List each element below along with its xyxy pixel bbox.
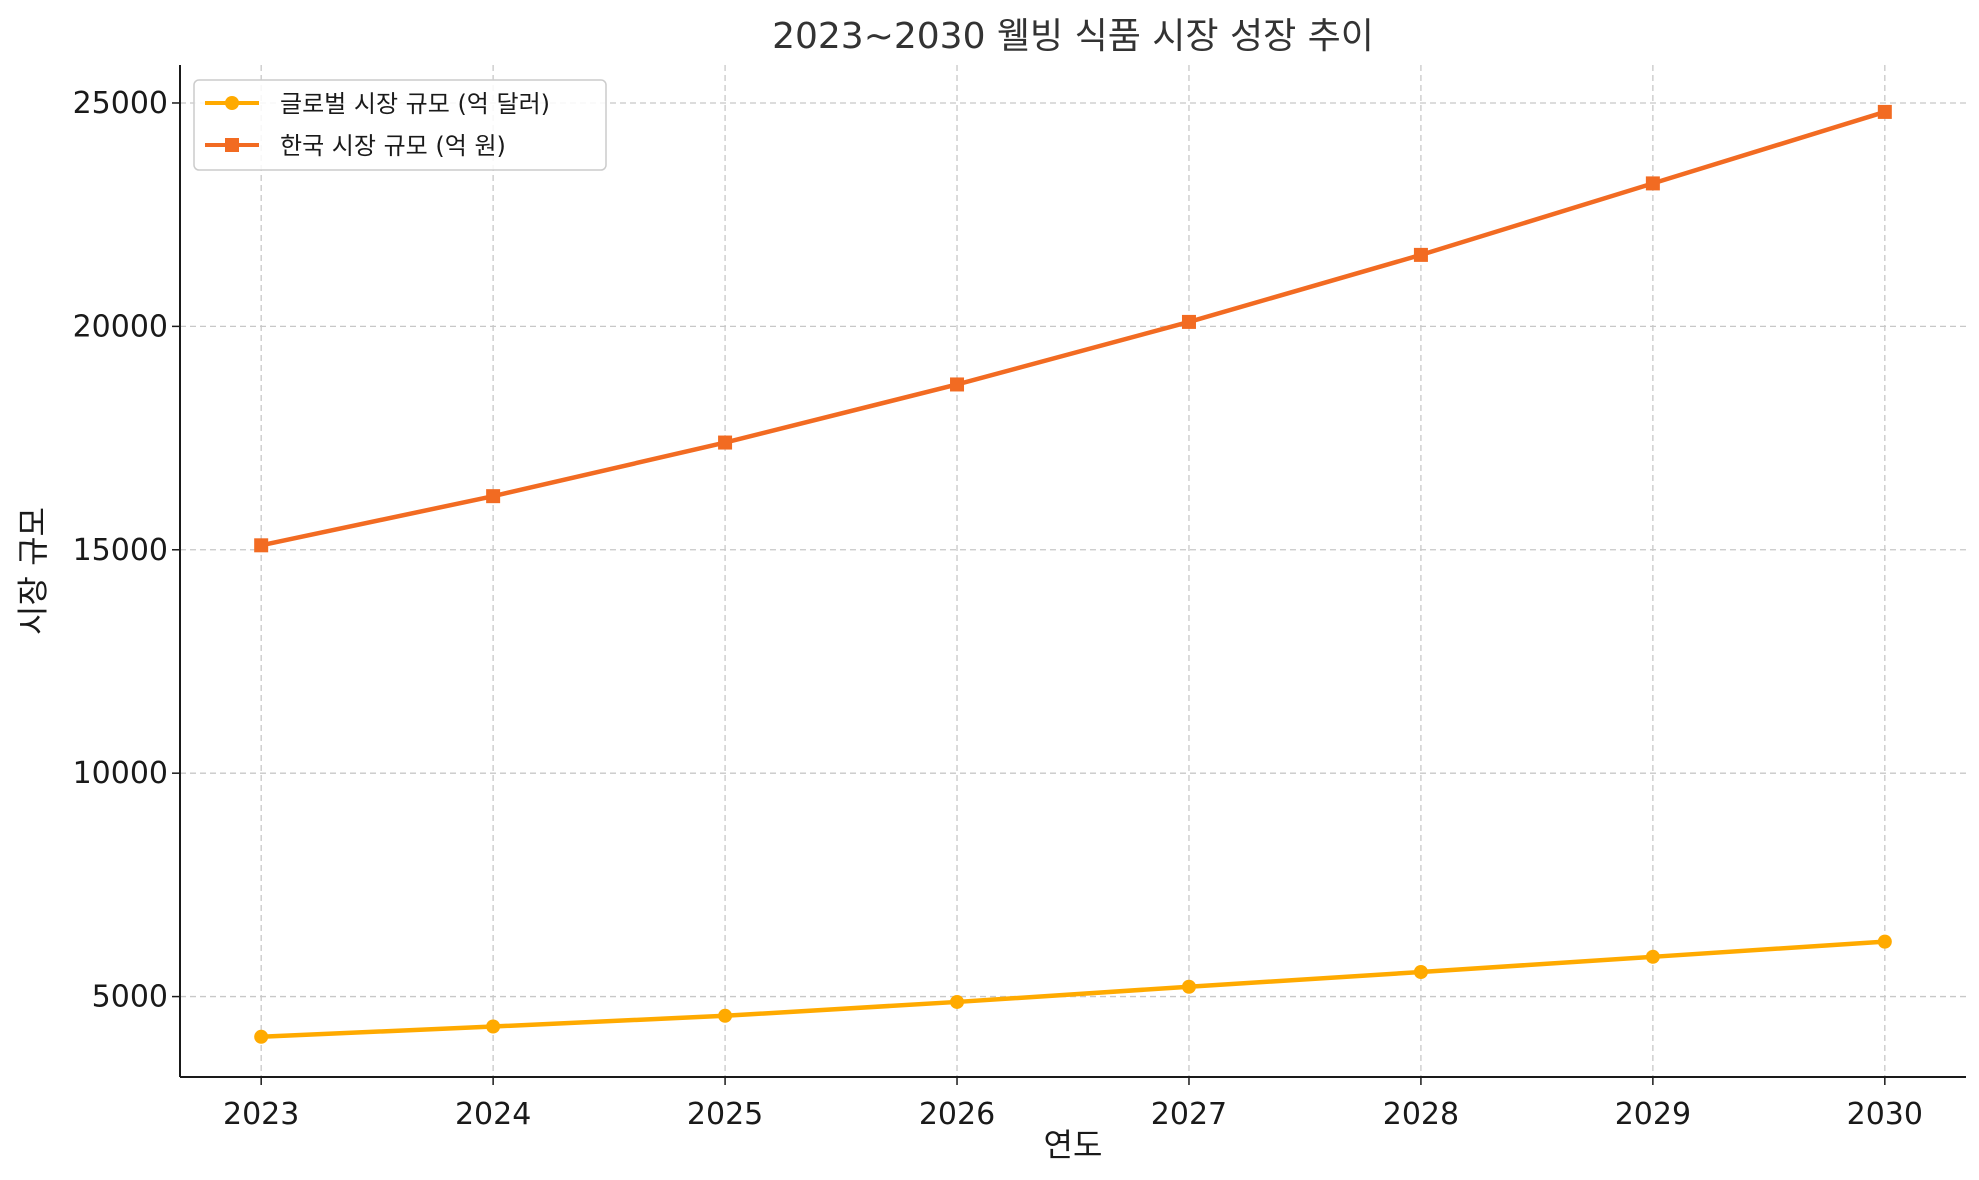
- series-layer: [254, 104, 1892, 1044]
- x-tick-label: 2028: [1383, 1097, 1459, 1132]
- grid-layer: [180, 65, 1966, 1077]
- x-tick-label: 2027: [1151, 1097, 1227, 1132]
- series-1-point: [1413, 247, 1428, 262]
- series-0-point: [486, 1019, 501, 1034]
- legend-label-global: 글로벌 시장 규모 (억 달러): [280, 90, 550, 118]
- series-0-point: [1877, 934, 1892, 949]
- series-0-point: [1645, 949, 1660, 964]
- series-1-point: [486, 489, 501, 504]
- chart-title: 2023~2030 웰빙 식품 시장 성장 추이: [772, 16, 1374, 57]
- legend-label-korea: 한국 시장 규모 (억 원): [280, 132, 506, 160]
- series-1-point: [254, 538, 269, 553]
- series-0-point: [1413, 965, 1428, 980]
- legend-marker-global: [225, 96, 239, 110]
- x-tick-label: 2030: [1847, 1097, 1923, 1132]
- series-line-0: [258, 939, 1888, 1040]
- x-tick-label: 2026: [919, 1097, 995, 1132]
- x-tick-label: 2025: [687, 1097, 763, 1132]
- y-tick-label: 25000: [73, 86, 168, 121]
- y-tick-label: 15000: [73, 533, 168, 568]
- series-1-point: [1645, 176, 1660, 191]
- axes-layer: [179, 65, 1966, 1078]
- y-tick-label: 20000: [73, 309, 168, 344]
- series-1-point: [950, 377, 965, 392]
- x-tick-label: 2023: [223, 1097, 299, 1132]
- series-0-point: [950, 994, 965, 1009]
- series-0-point: [254, 1029, 269, 1044]
- x-tick-label: 2024: [455, 1097, 531, 1132]
- y-tick-label: 5000: [92, 980, 168, 1015]
- series-1-point: [1877, 104, 1892, 119]
- y-tick-label: 10000: [73, 756, 168, 791]
- x-axis-label: 연도: [1044, 1126, 1103, 1164]
- legend-box: [193, 79, 607, 171]
- series-0-point: [1181, 979, 1196, 994]
- legend: 글로벌 시장 규모 (억 달러) 한국 시장 규모 (억 원): [193, 79, 607, 171]
- legend-marker-korea: [225, 138, 239, 152]
- series-1-point: [1181, 314, 1196, 329]
- series-1-point: [718, 435, 733, 450]
- ticks-layer: 2023 2024 2025 2026 2027 2028 2029 2030 5000 1000…: [73, 86, 1923, 1132]
- series-0-point: [718, 1008, 733, 1023]
- x-tick-label: 2029: [1615, 1097, 1691, 1132]
- series-line-1: [258, 109, 1888, 548]
- y-axis-label: 시장 규모: [14, 507, 52, 635]
